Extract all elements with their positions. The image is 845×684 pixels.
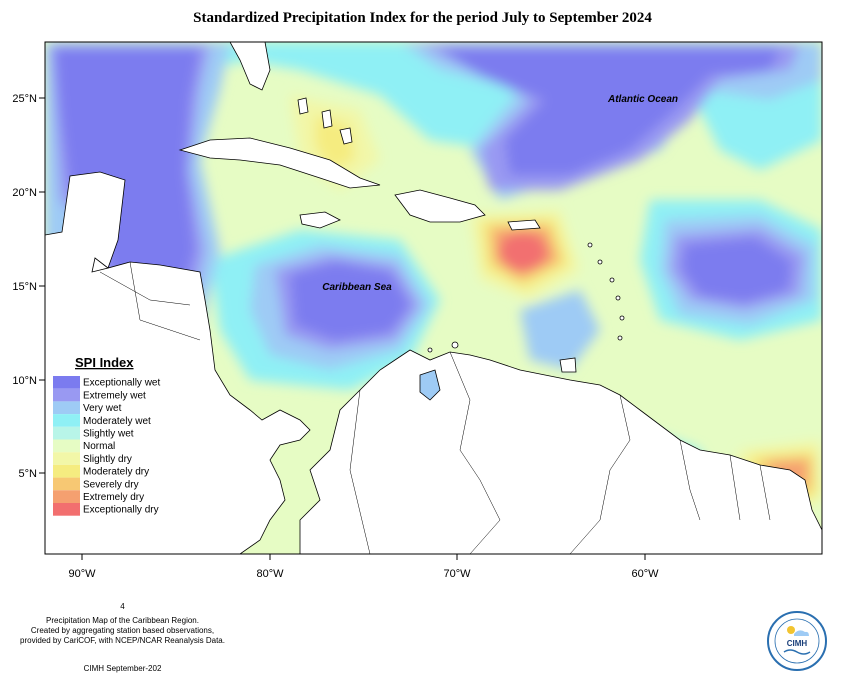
footer-line-3: provided by CariCOF, with NCEP/NCAR Rean… bbox=[20, 636, 225, 645]
lat-ticks bbox=[39, 97, 45, 474]
page-marker: 4 bbox=[120, 602, 125, 611]
legend-label: Severely dry bbox=[83, 479, 139, 490]
lon-tick-label: 90°W bbox=[68, 568, 96, 580]
legend-label: Exceptionally wet bbox=[83, 378, 160, 389]
lat-tick-label: 5°N bbox=[19, 468, 38, 480]
legend-label: Slightly dry bbox=[83, 454, 132, 465]
map-frame bbox=[44, 41, 823, 555]
legend-swatch bbox=[53, 477, 80, 491]
legend-swatch bbox=[53, 452, 80, 465]
legend-swatch bbox=[53, 426, 80, 440]
spi-field bbox=[45, 42, 822, 554]
legend-swatch bbox=[53, 414, 80, 427]
legend-label: Very wet bbox=[83, 403, 122, 414]
map-title: Standardized Precipitation Index for the… bbox=[193, 10, 652, 26]
lat-tick-label: 20°N bbox=[12, 187, 37, 199]
legend-swatch bbox=[53, 401, 80, 415]
legend-swatch bbox=[53, 388, 80, 402]
wave-icon bbox=[783, 649, 811, 655]
lon-tick-label: 60°W bbox=[631, 568, 659, 580]
cloud-icon bbox=[794, 630, 809, 636]
legend-swatch bbox=[53, 376, 80, 389]
footer-line-2: Created by aggregating station based obs… bbox=[30, 626, 215, 635]
legend-swatch bbox=[53, 464, 80, 478]
land bbox=[45, 42, 822, 554]
atlantic-ocean-label: Atlantic Ocean bbox=[607, 94, 678, 105]
footer-line-1: Precipitation Map of the Caribbean Regio… bbox=[46, 616, 199, 625]
country-borders bbox=[99, 261, 771, 554]
legend-label: Moderately dry bbox=[83, 467, 149, 478]
lat-tick-label: 10°N bbox=[12, 375, 37, 387]
legend-label: Slightly wet bbox=[83, 429, 134, 440]
legend-swatch bbox=[53, 490, 80, 503]
legend-label: Normal bbox=[83, 441, 115, 452]
lon-ticks bbox=[81, 554, 646, 560]
legend-swatch bbox=[53, 439, 80, 453]
legend-swatch bbox=[53, 503, 80, 516]
footer-credit: CIMH September-202 bbox=[83, 664, 162, 673]
sun-icon bbox=[787, 626, 795, 634]
logo-text: CIMH bbox=[787, 639, 808, 648]
legend-title: SPI Index bbox=[75, 355, 134, 370]
caribbean-sea-label: Caribbean Sea bbox=[322, 282, 392, 293]
lat-tick-label: 25°N bbox=[12, 93, 37, 105]
cimh-logo: CIMH bbox=[767, 611, 827, 671]
legend-label: Exceptionally dry bbox=[83, 505, 159, 516]
lon-tick-label: 80°W bbox=[256, 568, 284, 580]
legend-label: Moderately wet bbox=[83, 416, 151, 427]
lat-tick-label: 15°N bbox=[12, 281, 37, 293]
lon-tick-label: 70°W bbox=[443, 568, 471, 580]
legend-label: Extremely wet bbox=[83, 390, 146, 401]
legend-label: Extremely dry bbox=[83, 492, 144, 503]
